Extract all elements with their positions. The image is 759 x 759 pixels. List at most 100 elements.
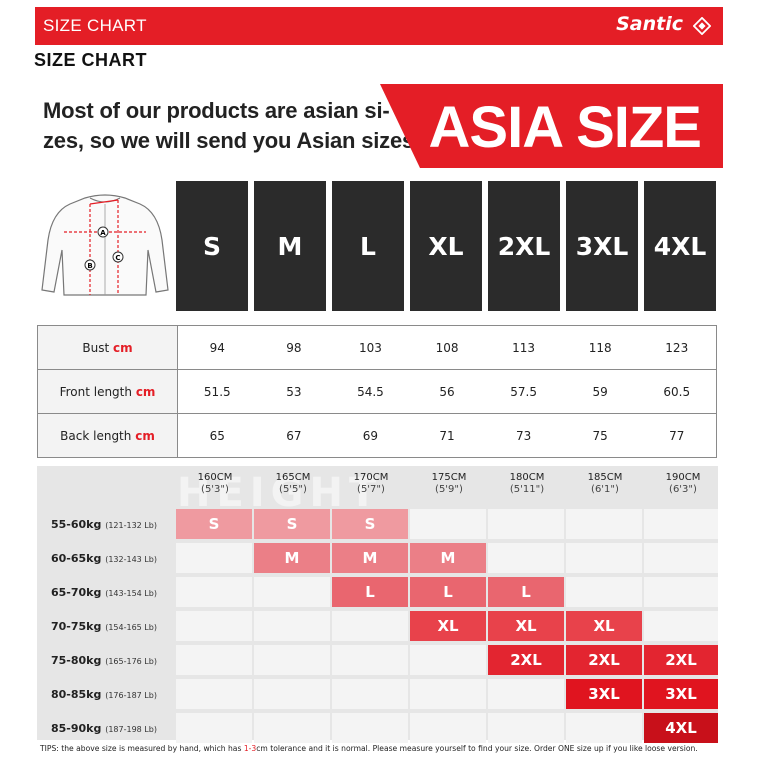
size-cell: 2XL	[644, 645, 718, 675]
empty-cell	[488, 713, 564, 743]
height-header: 190CM (6'3")	[665, 472, 701, 495]
page-subtitle: SIZE CHART	[34, 50, 147, 70]
empty-cell	[644, 577, 718, 607]
empty-cell	[254, 679, 330, 709]
weight-label: 55-60kg (121-132 Lb)	[51, 518, 157, 531]
measure-value: 103	[358, 340, 382, 355]
intro-line-1: Most of our products are asian si-	[43, 98, 390, 123]
size-box-l: L	[332, 181, 404, 311]
size-cell: L	[488, 577, 564, 607]
measure-value: 51.5	[203, 384, 231, 399]
empty-cell	[410, 679, 486, 709]
measure-value: 54.5	[357, 384, 384, 399]
measure-value: 59	[592, 384, 608, 399]
empty-cell	[488, 509, 564, 539]
size-cell: M	[332, 543, 408, 573]
empty-cell	[566, 577, 642, 607]
empty-cell	[644, 543, 718, 573]
empty-cell	[176, 713, 252, 743]
empty-cell	[254, 645, 330, 675]
empty-cell	[644, 611, 718, 641]
measure-value: 108	[435, 340, 459, 355]
weight-label: 70-75kg (154-165 Lb)	[51, 620, 157, 633]
measure-value: 69	[362, 428, 379, 443]
measure-value: 118	[588, 340, 612, 355]
brand-logo-text: Santic	[616, 13, 683, 35]
empty-cell	[176, 679, 252, 709]
measure-label: Bust cm	[37, 325, 178, 370]
weight-label: 60-65kg (132-143 Lb)	[51, 552, 157, 565]
size-cell: XL	[410, 611, 486, 641]
size-cell: XL	[566, 611, 642, 641]
size-cell: 2XL	[488, 645, 564, 675]
empty-cell	[254, 611, 330, 641]
measure-value: 113	[512, 340, 536, 355]
table-row: Front length cm 51.5 53 54.5 56 57.5 59 …	[37, 369, 717, 414]
size-cell: L	[332, 577, 408, 607]
size-box-3xl: 3XL	[566, 181, 638, 311]
size-box-4xl: 4XL	[644, 181, 716, 311]
jacket-diagram-icon: A B C	[41, 194, 169, 296]
weight-label: 80-85kg (176-187 Lb)	[51, 688, 157, 701]
measure-value: 56	[439, 384, 455, 399]
measure-value: 65	[209, 428, 225, 443]
weight-label: 85-90kg (187-198 Lb)	[51, 722, 157, 735]
size-box-m: M	[254, 181, 326, 311]
measure-value: 53	[286, 384, 302, 399]
empty-cell	[488, 679, 564, 709]
size-cell: XL	[488, 611, 564, 641]
empty-cell	[566, 509, 642, 539]
height-header: 180CM (5'11")	[509, 472, 545, 495]
empty-cell	[332, 645, 408, 675]
measure-value: 94	[209, 340, 225, 355]
point-b-label: B	[87, 262, 92, 270]
intro-line-2: zes, so we will send you Asian sizes	[43, 128, 415, 153]
size-cell: S	[254, 509, 330, 539]
empty-cell	[254, 577, 330, 607]
size-cell: M	[254, 543, 330, 573]
measure-value: 71	[439, 428, 455, 443]
empty-cell	[176, 577, 252, 607]
empty-cell	[566, 713, 642, 743]
table-row: Bust cm 94 98 103 108 113 118 123	[37, 325, 717, 370]
measure-value: 77	[669, 428, 685, 443]
measure-value: 57.5	[510, 384, 537, 399]
header-bar: SIZE CHART Santic	[35, 7, 723, 45]
measure-value: 67	[286, 428, 302, 443]
banner-shape	[380, 84, 723, 168]
empty-cell	[410, 645, 486, 675]
weight-label: 65-70kg (143-154 Lb)	[51, 586, 157, 599]
empty-cell	[410, 509, 486, 539]
empty-cell	[176, 645, 252, 675]
measure-value: 75	[592, 428, 608, 443]
empty-cell	[332, 679, 408, 709]
intro-text: Most of our products are asian si- zes, …	[43, 96, 414, 156]
measure-value: 73	[515, 428, 532, 443]
height-header: 165CM (5'5")	[275, 472, 311, 495]
asia-size-banner: ASIA SIZE	[380, 84, 723, 168]
height-weight-grid: HEIGHT 160CM (5'3") 165CM (5'5") 170CM (5'7")…	[37, 466, 718, 743]
empty-cell	[410, 713, 486, 743]
empty-cell	[566, 543, 642, 573]
measure-value: 123	[665, 340, 689, 355]
height-header: 185CM (6'1")	[587, 472, 623, 495]
size-box-s: S	[176, 181, 248, 311]
empty-cell	[332, 713, 408, 743]
point-c-label: C	[115, 254, 120, 262]
size-cell: 4XL	[644, 713, 718, 743]
header-title: SIZE CHART	[43, 16, 147, 35]
measure-value: 98	[286, 340, 302, 355]
height-header: 170CM (5'7")	[353, 472, 389, 495]
measure-label: Front length cm	[37, 369, 178, 414]
empty-cell	[254, 713, 330, 743]
size-box-2xl: 2XL	[488, 181, 560, 311]
empty-cell	[488, 543, 564, 573]
brand-logo-icon	[693, 17, 711, 35]
size-cell: M	[410, 543, 486, 573]
size-cell: S	[176, 509, 252, 539]
height-watermark: HEIGHT	[177, 470, 383, 516]
measurement-table: Bust cm 94 98 103 108 113 118 123 Front …	[37, 325, 717, 458]
size-box-xl: XL	[410, 181, 482, 311]
size-cell: 3XL	[566, 679, 642, 709]
size-cell: S	[332, 509, 408, 539]
